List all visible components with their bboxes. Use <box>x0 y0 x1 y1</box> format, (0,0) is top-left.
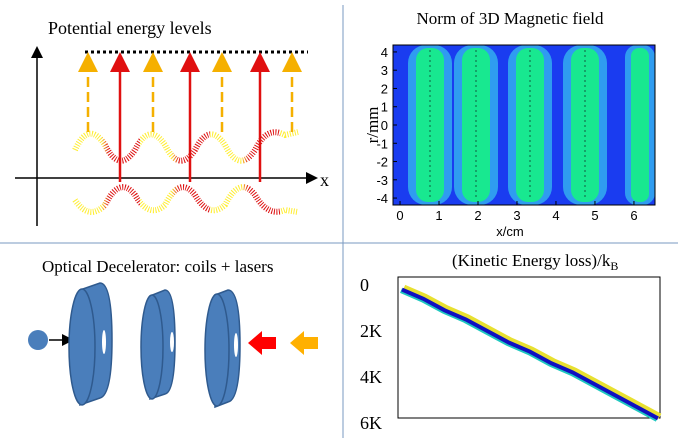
y-tick-label: 1 <box>381 100 388 115</box>
y-tick-label: -4 <box>376 191 388 206</box>
y-tick-label: 2 <box>381 81 388 96</box>
y-tick-label: -2 <box>376 155 388 170</box>
decelerator-panel: Optical Decelerator: coils + lasers <box>28 257 318 409</box>
plot-frame <box>397 276 661 419</box>
y-tick-label: -3 <box>376 173 388 188</box>
x-tick-label: 1 <box>435 208 442 223</box>
field-panel: Norm of 3D Magnetic field x/cm r/mm 0 1 2 3… <box>363 9 656 239</box>
title-subscript: B <box>610 259 618 273</box>
panel-title: (Kinetic Energy loss)/kB <box>452 251 618 273</box>
energy-curve <box>401 287 659 421</box>
heatmap-stripes <box>408 45 655 205</box>
title-text: (Kinetic Energy loss)/k <box>452 251 611 270</box>
y-tick-label: 2K <box>360 321 382 341</box>
y-tick-label: 4K <box>360 367 382 387</box>
panel-title: Potential energy levels <box>48 18 212 38</box>
x-tick-label: 6 <box>630 208 637 223</box>
axis-label: x/cm <box>496 224 523 239</box>
yellow-arrows <box>78 52 302 132</box>
laser-arrow <box>248 331 276 355</box>
panel-title: Norm of 3D Magnetic field <box>417 9 604 28</box>
potential-panel: Potential energy levels x <box>15 18 329 226</box>
x-tick-label: 4 <box>552 208 559 223</box>
x-tick-label: 5 <box>591 208 598 223</box>
y-tick-label: -1 <box>376 136 388 151</box>
y-tick-label: 4 <box>381 45 388 60</box>
panel-title: Optical Decelerator: coils + lasers <box>42 257 273 276</box>
x-tick-label: 2 <box>474 208 481 223</box>
y-tick-label: 0 <box>381 118 388 133</box>
axis-label: r/mm <box>363 107 382 144</box>
curve-shadow <box>402 284 662 420</box>
laser-arrow <box>290 331 318 355</box>
curve-shadow <box>400 288 659 422</box>
y-tick-label: 3 <box>381 63 388 78</box>
particle <box>28 330 48 350</box>
energy-panel: (Kinetic Energy loss)/kB 0 2K 4K 6K <box>360 251 662 433</box>
y-tick-label: 6K <box>360 413 382 433</box>
x-tick-label: 3 <box>513 208 520 223</box>
potential-curve <box>72 129 299 164</box>
potential-curve <box>72 184 299 215</box>
axis-label: x <box>320 170 329 190</box>
y-tick-label: 0 <box>360 275 369 295</box>
red-arrows <box>110 52 270 182</box>
coils <box>68 282 241 409</box>
x-tick-label: 0 <box>396 208 403 223</box>
